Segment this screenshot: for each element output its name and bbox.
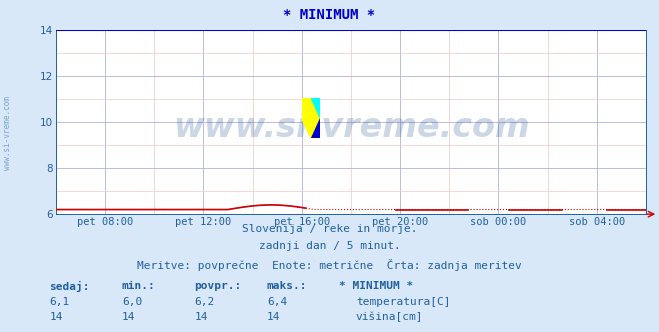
Text: 14: 14 bbox=[194, 312, 208, 322]
Polygon shape bbox=[311, 98, 320, 118]
Text: sedaj:: sedaj: bbox=[49, 281, 90, 291]
Text: 6,0: 6,0 bbox=[122, 297, 142, 307]
Text: * MINIMUM *: * MINIMUM * bbox=[283, 8, 376, 22]
Text: temperatura[C]: temperatura[C] bbox=[356, 297, 450, 307]
Text: maks.:: maks.: bbox=[267, 281, 307, 290]
Text: Meritve: povprečne  Enote: metrične  Črta: zadnja meritev: Meritve: povprečne Enote: metrične Črta:… bbox=[137, 259, 522, 271]
Text: zadnji dan / 5 minut.: zadnji dan / 5 minut. bbox=[258, 241, 401, 251]
Text: 6,2: 6,2 bbox=[194, 297, 215, 307]
Polygon shape bbox=[311, 118, 320, 138]
Text: www.si-vreme.com: www.si-vreme.com bbox=[3, 96, 13, 170]
Text: 6,1: 6,1 bbox=[49, 297, 70, 307]
Text: Slovenija / reke in morje.: Slovenija / reke in morje. bbox=[242, 224, 417, 234]
Text: 14: 14 bbox=[122, 312, 135, 322]
Text: 14: 14 bbox=[267, 312, 280, 322]
Text: 14: 14 bbox=[49, 312, 63, 322]
Text: min.:: min.: bbox=[122, 281, 156, 290]
Text: www.si-vreme.com: www.si-vreme.com bbox=[173, 111, 529, 144]
Text: višina[cm]: višina[cm] bbox=[356, 312, 423, 322]
Polygon shape bbox=[302, 98, 320, 138]
Text: * MINIMUM *: * MINIMUM * bbox=[339, 281, 414, 290]
Text: povpr.:: povpr.: bbox=[194, 281, 242, 290]
Text: 6,4: 6,4 bbox=[267, 297, 287, 307]
